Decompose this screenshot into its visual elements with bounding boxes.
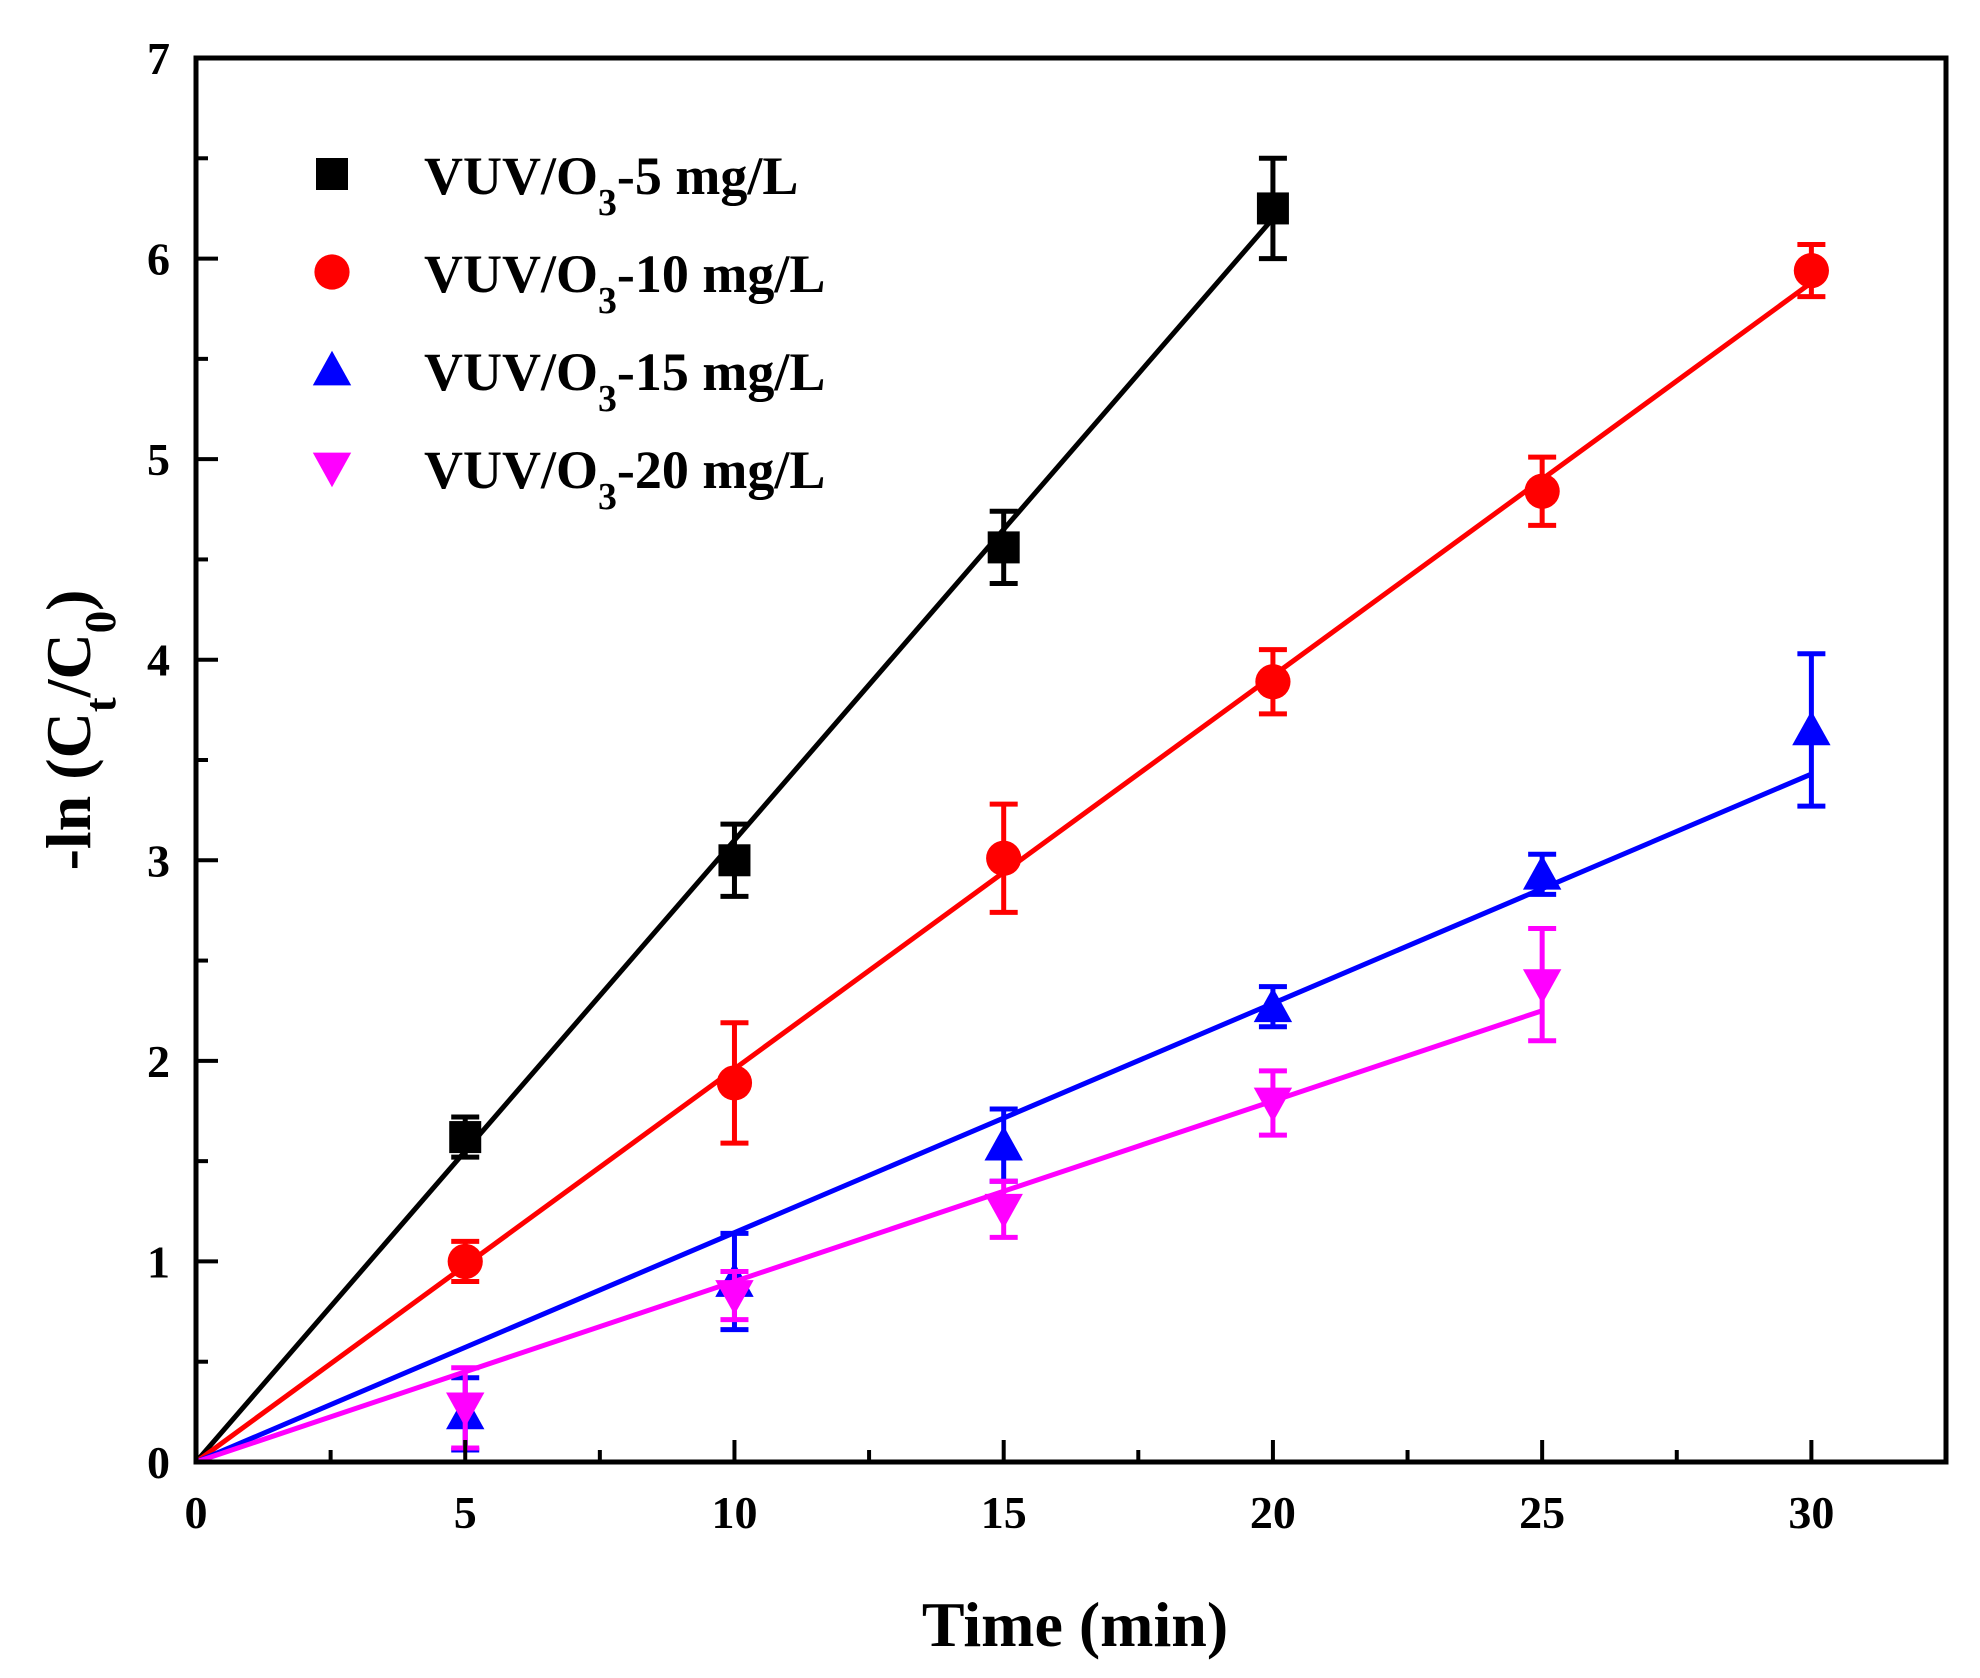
data-point bbox=[1253, 987, 1293, 1023]
data-point bbox=[716, 1065, 753, 1101]
legend-marker bbox=[312, 452, 352, 488]
data-point bbox=[987, 531, 1020, 564]
y-tick-label: 0 bbox=[147, 1437, 170, 1488]
x-tick-label: 20 bbox=[1250, 1487, 1296, 1538]
data-point bbox=[1253, 1087, 1293, 1123]
y-tick-label: 7 bbox=[147, 33, 170, 84]
legend-label-subscript: 3 bbox=[598, 476, 617, 518]
y-axis-title-part: ) bbox=[33, 590, 104, 611]
y-tick-label: 5 bbox=[147, 434, 170, 485]
y-tick-label: 1 bbox=[147, 1236, 170, 1287]
plot-area bbox=[194, 155, 1831, 1465]
legend-label-subscript: 3 bbox=[598, 280, 617, 322]
series-4 bbox=[195, 925, 1562, 1465]
series-2 bbox=[194, 242, 1829, 1465]
data-point bbox=[984, 1125, 1023, 1161]
legend-label-subscript: 3 bbox=[598, 378, 617, 420]
series-1 bbox=[194, 155, 1289, 1464]
legend-label-part: VUV/O bbox=[424, 244, 598, 304]
data-point bbox=[715, 1280, 754, 1315]
x-tick-label: 15 bbox=[981, 1487, 1027, 1538]
legend-label-part: -15 mg/L bbox=[617, 342, 826, 402]
data-point bbox=[447, 1243, 483, 1280]
legend-label-part: VUV/O bbox=[424, 440, 598, 500]
y-tick-label: 4 bbox=[147, 635, 170, 686]
legend-entry-4: VUV/O3-20 mg/L bbox=[312, 440, 825, 518]
data-point bbox=[986, 840, 1022, 876]
data-point bbox=[718, 844, 751, 877]
fit-line-4 bbox=[195, 1008, 1543, 1465]
data-point bbox=[449, 1121, 482, 1154]
y-axis-title-subscript: t bbox=[75, 697, 125, 712]
data-point bbox=[984, 1193, 1023, 1229]
legend-label-part: VUV/O bbox=[424, 342, 598, 402]
legend-label-part: -5 mg/L bbox=[617, 146, 799, 206]
series-3 bbox=[195, 651, 1831, 1465]
legend-label-part: -10 mg/L bbox=[617, 244, 826, 304]
y-tick-label: 6 bbox=[147, 234, 170, 285]
y-axis-title-subscript: 0 bbox=[75, 611, 125, 633]
x-tick-label: 30 bbox=[1788, 1487, 1834, 1538]
legend-label: VUV/O3-15 mg/L bbox=[424, 342, 825, 420]
x-axis-title: Time (min) bbox=[922, 1589, 1228, 1660]
legend-entry-3: VUV/O3-15 mg/L bbox=[312, 342, 825, 420]
y-axis-title-part: -ln (C bbox=[33, 712, 104, 870]
y-axis-title-part: /C bbox=[33, 633, 104, 698]
data-point bbox=[446, 1392, 485, 1428]
x-tick-label: 10 bbox=[711, 1487, 757, 1538]
data-point bbox=[1524, 473, 1560, 509]
legend-marker bbox=[316, 158, 348, 190]
legend-marker bbox=[312, 350, 352, 386]
legend-label-part: VUV/O bbox=[424, 146, 598, 206]
y-tick-label: 2 bbox=[147, 1036, 170, 1087]
data-point bbox=[1522, 969, 1562, 1004]
legend-label-part: -20 mg/L bbox=[617, 440, 826, 500]
x-tick-label: 0 bbox=[185, 1487, 208, 1538]
legend-entry-2: VUV/O3-10 mg/L bbox=[314, 244, 825, 322]
x-tick-label: 5 bbox=[454, 1487, 477, 1538]
legend-label-subscript: 3 bbox=[598, 182, 617, 224]
data-point bbox=[1256, 192, 1289, 225]
y-axis-title: -ln (Ct/C0) bbox=[33, 590, 125, 871]
data-point bbox=[1255, 664, 1291, 700]
legend-label: VUV/O3-20 mg/L bbox=[424, 440, 825, 518]
y-tick-label: 3 bbox=[147, 835, 170, 886]
data-point bbox=[1792, 710, 1831, 746]
axes: 0 5 10 15 20 25 30 0 1 2 3 4 5 6 7 bbox=[147, 33, 1949, 1538]
legend-label: VUV/O3-10 mg/L bbox=[424, 244, 825, 322]
legend-label: VUV/O3-5 mg/L bbox=[424, 146, 798, 224]
legend-marker bbox=[314, 254, 350, 290]
legend-entry-1: VUV/O3-5 mg/L bbox=[316, 146, 798, 224]
data-point bbox=[1522, 855, 1562, 890]
data-point bbox=[1793, 253, 1829, 289]
x-tick-label: 25 bbox=[1519, 1487, 1565, 1538]
